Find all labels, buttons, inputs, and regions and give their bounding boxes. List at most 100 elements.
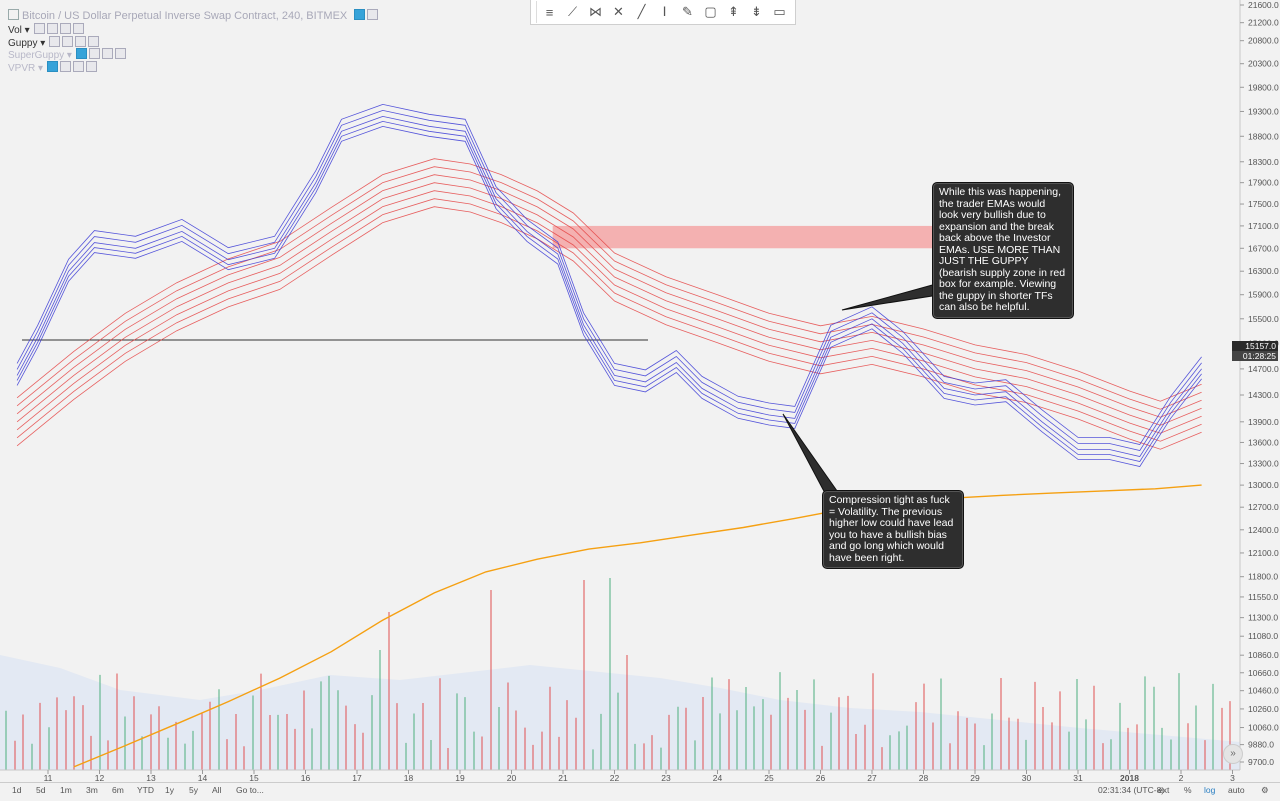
time-tick-label: 12 [95, 773, 105, 783]
more-icon[interactable] [59, 23, 71, 34]
ext-toggle[interactable]: ext [1158, 785, 1170, 795]
range-button-3m[interactable]: 3m [86, 785, 98, 795]
hide-icon[interactable] [60, 60, 72, 72]
gear-icon[interactable]: ⚙ [1261, 785, 1269, 795]
callout-pointer-1 [841, 283, 937, 311]
annotation-callout-2[interactable]: Compression tight as fuck = Volatility. … [822, 490, 964, 569]
range-button-ytd[interactable]: YTD [137, 785, 154, 795]
investor-ema-line [16, 174, 1202, 418]
price-tick-label: 10660.0 [1248, 668, 1279, 678]
trader-ema-line [16, 120, 1202, 462]
range-button-5d[interactable]: 5d [36, 785, 46, 795]
callout-pointer-2 [782, 413, 844, 499]
close-icon[interactable] [114, 48, 126, 59]
speech-bubble-icon[interactable]: ▭ [773, 4, 786, 19]
abcd-pattern-icon[interactable]: ✕ [613, 4, 624, 19]
symbol-title: Bitcoin / US Dollar Perpetual Inverse Sw… [22, 10, 348, 22]
horizontal-lines-icon[interactable]: ≡ [535, 1, 561, 23]
price-tick-label: 19800.0 [1248, 82, 1279, 92]
indicator-name: Guppy ▾ [8, 37, 46, 49]
price-tick-label: 16700.0 [1248, 243, 1279, 253]
more-icon[interactable] [75, 35, 87, 47]
symbol-legend[interactable]: Bitcoin / US Dollar Perpetual Inverse Sw… [8, 9, 380, 22]
more-icon[interactable] [101, 48, 113, 59]
price-tick-label: 10260.0 [1248, 704, 1279, 714]
price-tick-label: 11080.0 [1248, 631, 1278, 641]
price-tick-label: 20800.0 [1248, 36, 1279, 46]
price-tick-label: 10860.0 [1248, 650, 1279, 660]
indicator-row[interactable]: Vol ▾ [8, 23, 86, 36]
price-tick-label: 21200.0 [1248, 18, 1279, 28]
price-tick-label: 19300.0 [1248, 106, 1279, 116]
price-tick-label: 9700.0 [1248, 757, 1274, 767]
range-button-1d[interactable]: 1d [12, 785, 22, 795]
investor-ema-line [16, 206, 1202, 450]
xabcd-pattern-icon[interactable]: ⋈ [589, 4, 602, 19]
hide-icon[interactable] [88, 48, 100, 59]
investor-ema-line [16, 198, 1202, 442]
time-tick-label: 20 [507, 773, 517, 783]
settings-icon[interactable] [49, 35, 61, 47]
close-icon[interactable] [72, 23, 84, 34]
volume-layer [0, 578, 1240, 770]
price-tick-label: 13000.0 [1248, 480, 1279, 490]
close-icon[interactable] [88, 35, 100, 47]
time-tick-label: 23 [661, 773, 671, 783]
time-tick-label: 24 [713, 773, 723, 783]
price-range-icon[interactable]: Ⅰ [662, 4, 667, 19]
time-tick-label: 21 [558, 773, 568, 783]
indicator-row[interactable]: VPVR ▾ [8, 60, 99, 74]
settings-icon[interactable] [33, 23, 45, 34]
auto-toggle[interactable]: auto [1228, 785, 1245, 795]
annotation-callout-1[interactable]: While this was happening, the trader EMA… [932, 182, 1074, 319]
trend-line-icon[interactable]: ╱ [637, 4, 646, 19]
investor-ema-line [16, 166, 1202, 410]
indicator-row[interactable]: SuperGuppy ▾ [8, 48, 128, 61]
rectangle-icon[interactable]: ▢ [704, 4, 717, 19]
price-tick-label: 15500.0 [1248, 314, 1279, 324]
supply-zone-layer [552, 225, 934, 249]
current-price-label: 15157.0 [1232, 341, 1278, 351]
axis-layer: 21600.0 21200.0 20800.0 20300.0 19800.0 19300… [0, 0, 1279, 783]
price-tick-label: 12100.0 [1248, 548, 1279, 558]
countdown-label: 01:28:25 [1232, 351, 1278, 361]
bottom-bar [0, 782, 1280, 801]
price-tick-label: 11550.0 [1248, 592, 1278, 602]
time-tick-label: 30 [1022, 773, 1032, 783]
investor-ema-line [16, 190, 1202, 434]
price-tick-label: 21600.0 [1248, 0, 1279, 10]
range-button-all[interactable]: All [212, 785, 222, 795]
investor-ema-line [16, 158, 1202, 402]
time-tick-label: 27 [867, 773, 877, 783]
range-button-1y[interactable]: 1y [165, 785, 174, 795]
range-button-6m[interactable]: 6m [112, 785, 124, 795]
trend-angle-icon[interactable]: ⟋ [567, 4, 578, 19]
time-tick-label: 11 [44, 773, 53, 783]
trader-ema-line [16, 115, 1202, 457]
long-position-icon[interactable]: ⇞ [728, 4, 739, 19]
settings-icon[interactable] [75, 48, 87, 59]
hide-icon[interactable] [62, 35, 74, 47]
collapse-icon[interactable] [8, 9, 19, 20]
range-button-1m[interactable]: 1m [60, 785, 72, 795]
short-position-icon[interactable]: ⇟ [751, 4, 762, 19]
brush-icon[interactable]: ✎ [682, 4, 693, 19]
time-tick-label: 3 [1230, 773, 1235, 783]
hide-icon[interactable] [367, 9, 379, 20]
time-tick-label: 22 [610, 773, 620, 783]
settings-icon[interactable] [47, 60, 59, 72]
log-toggle[interactable]: log [1204, 785, 1216, 795]
settings-icon[interactable] [354, 9, 366, 20]
scroll-to-realtime-button[interactable]: » [1223, 744, 1243, 764]
more-icon[interactable] [73, 60, 85, 72]
hide-icon[interactable] [46, 23, 58, 34]
close-icon[interactable] [86, 60, 98, 72]
time-tick-label: 16 [301, 773, 311, 783]
percent-toggle[interactable]: % [1184, 785, 1192, 795]
price-tick-label: 20300.0 [1248, 59, 1279, 69]
investor-ema-line [16, 182, 1202, 426]
range-button-5y[interactable]: 5y [189, 785, 198, 795]
indicator-row[interactable]: Guppy ▾ [8, 35, 101, 49]
range-button-goto[interactable]: Go to... [236, 785, 264, 795]
